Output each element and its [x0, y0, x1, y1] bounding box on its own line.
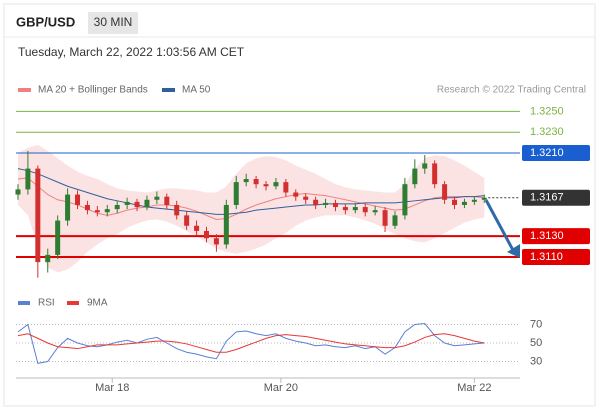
level-label: 1.3250	[530, 105, 564, 117]
y-tick-label: 30	[530, 355, 542, 367]
level-label: 1.3110	[530, 251, 563, 263]
candle-body	[134, 201, 140, 208]
candle-body	[45, 254, 51, 263]
symbol: GBP/USD	[16, 14, 75, 29]
candle-body	[362, 207, 368, 213]
rsi-line	[17, 323, 485, 364]
candle-body	[332, 202, 338, 208]
candle-body	[154, 196, 160, 200]
candle-body	[144, 199, 150, 208]
frame	[3, 3, 596, 407]
candle-body	[452, 199, 458, 205]
candle-body	[104, 209, 110, 213]
candle-body	[323, 202, 329, 205]
legend-label: 9MA	[87, 298, 108, 309]
candle-body	[35, 168, 41, 263]
candle-body	[392, 215, 398, 226]
candle-body	[382, 210, 388, 226]
level-label-box	[522, 145, 590, 162]
candle-body	[223, 204, 229, 245]
candle-body	[124, 201, 130, 205]
candle-body	[303, 196, 309, 200]
legend-label: MA 20 + Bollinger Bands	[38, 85, 148, 96]
level-label: 1.3230	[530, 126, 564, 138]
candle-body	[273, 182, 279, 187]
candle-body	[422, 163, 428, 169]
candle-body	[313, 199, 319, 205]
candle-body	[94, 210, 100, 213]
y-tick-label: 50	[530, 337, 542, 349]
level-label: 1.3130	[530, 230, 564, 242]
candle-body	[114, 204, 120, 210]
candle-body	[263, 184, 269, 187]
x-tick-label: Mar 22	[457, 382, 491, 394]
level-label: 1.3210	[530, 147, 564, 159]
candle-body	[442, 184, 448, 200]
level-label: 1.3167	[530, 192, 564, 204]
timestamp: Tuesday, March 22, 2022 1:03:56 AM CET	[18, 45, 245, 59]
candle-body	[213, 238, 219, 245]
candle-body	[243, 178, 249, 183]
candle-body	[461, 201, 467, 205]
bollinger-band	[17, 144, 485, 273]
candle-body	[342, 207, 348, 211]
candle-body	[471, 199, 477, 202]
candle-body	[402, 184, 408, 216]
y-tick-label: 70	[530, 318, 542, 330]
forecast-arrow-head	[507, 244, 520, 258]
interval-box[interactable]	[88, 12, 138, 34]
candle-body	[174, 204, 180, 216]
rsi-line	[17, 333, 485, 353]
candle-body	[15, 189, 21, 195]
candle-body	[84, 204, 90, 211]
forecast-arrow	[484, 199, 516, 253]
candle-body	[481, 197, 487, 200]
candle-body	[432, 163, 438, 185]
candle-body	[194, 225, 200, 231]
candle-body	[372, 210, 378, 213]
source: Research © 2022 Trading Central	[437, 85, 586, 96]
candle-body	[283, 182, 289, 193]
interval[interactable]: 30 MIN	[94, 15, 133, 29]
level-label-box	[522, 248, 590, 265]
candle-body	[233, 182, 239, 205]
x-tick-label: Mar 18	[95, 382, 129, 394]
legend-label: MA 50	[182, 85, 211, 96]
candle-body	[25, 168, 31, 190]
candle-body	[65, 194, 71, 221]
candle-body	[203, 230, 209, 239]
candle-body	[164, 196, 170, 205]
legend-label: RSI	[38, 298, 55, 309]
x-tick-label: Mar 20	[264, 382, 298, 394]
candle-body	[293, 192, 299, 197]
candle-body	[352, 207, 358, 211]
candle-body	[184, 215, 190, 226]
level-label-box	[522, 228, 590, 245]
candle-body	[55, 220, 61, 255]
candle-body	[253, 178, 259, 185]
level-label-box	[522, 189, 590, 206]
candle-body	[75, 194, 81, 205]
candle-body	[412, 168, 418, 185]
